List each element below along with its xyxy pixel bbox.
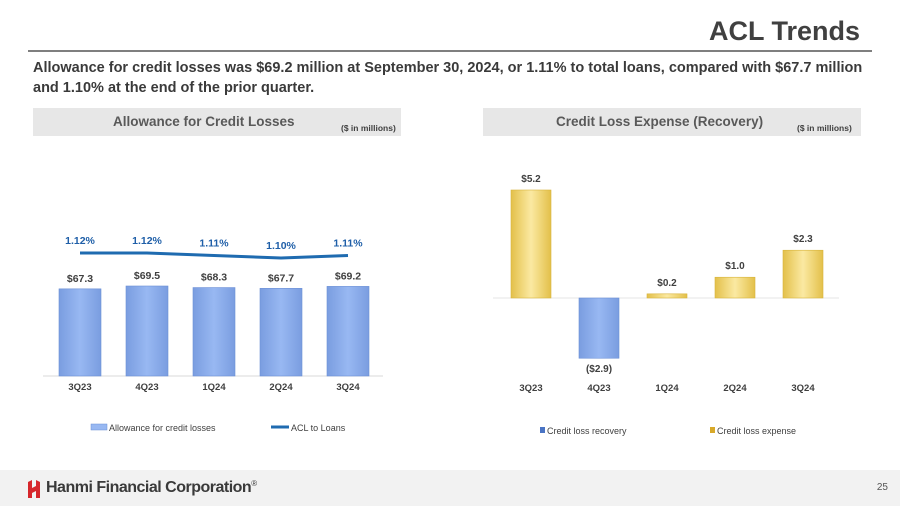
acl-bar-value-label: $67.3 bbox=[67, 273, 93, 285]
acl-bar bbox=[192, 287, 236, 377]
legend-label: Credit loss recovery bbox=[547, 426, 627, 436]
left-panel-header: Allowance for Credit Losses ($ in millio… bbox=[33, 108, 401, 136]
credit-loss-recovery-bar bbox=[578, 297, 620, 359]
credit-loss-expense-chart: $5.2 3Q23 ($2.9) 4Q23 $0.2 1Q24 $1.0 2Q24 $2.3 3Q… bbox=[493, 174, 839, 436]
left-panel-units: ($ in millions) bbox=[341, 123, 396, 133]
footer: Hanmi Financial Corporation® 25 bbox=[0, 470, 900, 506]
acl-bar bbox=[125, 285, 169, 377]
legend-swatch-expense bbox=[710, 427, 715, 433]
credit-loss-expense-bar bbox=[510, 189, 552, 299]
acl-bar-value-label: $69.5 bbox=[134, 270, 160, 282]
acl-bar bbox=[259, 288, 303, 377]
bar-value-label: $0.2 bbox=[657, 278, 677, 289]
trademark-mark: ® bbox=[251, 479, 257, 488]
x-tick-label: 3Q24 bbox=[791, 383, 815, 394]
left-panel-title: Allowance for Credit Losses bbox=[113, 114, 295, 129]
company-name: Hanmi Financial Corporation bbox=[46, 479, 252, 496]
company-logo-text: Hanmi Financial Corporation® bbox=[46, 479, 257, 497]
x-tick-label: 3Q24 bbox=[336, 382, 360, 393]
bar-value-label: $1.0 bbox=[725, 261, 745, 272]
title-divider bbox=[28, 50, 872, 52]
credit-loss-expense-bar bbox=[714, 276, 756, 299]
credit-loss-expense-bar bbox=[646, 293, 688, 299]
legend-swatch-bar bbox=[90, 423, 108, 431]
legend-label: ACL to Loans bbox=[291, 423, 346, 433]
legend-swatch-recovery bbox=[540, 427, 545, 433]
right-panel-header: Credit Loss Expense (Recovery) ($ in mil… bbox=[483, 108, 861, 136]
acl-bar-value-label: $69.2 bbox=[335, 270, 361, 282]
x-tick-label: 4Q23 bbox=[587, 383, 610, 394]
right-panel-title: Credit Loss Expense (Recovery) bbox=[556, 114, 764, 129]
acl-to-loans-label: 1.10% bbox=[266, 240, 296, 252]
x-tick-label: 4Q23 bbox=[135, 382, 158, 393]
x-tick-label: 1Q24 bbox=[655, 383, 679, 394]
x-tick-label: 1Q24 bbox=[202, 382, 226, 393]
x-tick-label: 2Q24 bbox=[723, 383, 747, 394]
hanmi-logo-icon bbox=[28, 480, 40, 498]
legend-label: Allowance for credit losses bbox=[109, 423, 216, 433]
x-tick-label: 3Q23 bbox=[519, 383, 542, 394]
legend-label: Credit loss expense bbox=[717, 426, 796, 436]
page-subtitle: Allowance for credit losses was $69.2 mi… bbox=[33, 60, 863, 96]
acl-bar bbox=[58, 288, 102, 377]
x-tick-label: 3Q23 bbox=[68, 382, 91, 393]
bar-value-label: $2.3 bbox=[793, 234, 813, 245]
acl-to-loans-label: 1.11% bbox=[333, 238, 363, 250]
right-panel-units: ($ in millions) bbox=[797, 123, 852, 133]
bar-value-label: $5.2 bbox=[521, 174, 541, 185]
acl-chart: $67.3 3Q23 $69.5 4Q23 $68.3 1Q24 $67.7 2Q24 $69.… bbox=[43, 235, 383, 433]
page-title: ACL Trends bbox=[708, 16, 860, 46]
acl-bar-value-label: $68.3 bbox=[201, 272, 227, 284]
bar-value-label: ($2.9) bbox=[586, 364, 612, 375]
credit-loss-expense-bar bbox=[782, 249, 824, 299]
acl-to-loans-label: 1.12% bbox=[132, 235, 162, 247]
page-number: 25 bbox=[876, 482, 888, 493]
acl-bar bbox=[326, 286, 370, 377]
acl-to-loans-label: 1.11% bbox=[199, 238, 229, 250]
acl-to-loans-label: 1.12% bbox=[65, 235, 95, 247]
x-tick-label: 2Q24 bbox=[269, 382, 293, 393]
acl-to-loans-line bbox=[80, 251, 349, 260]
acl-bar-value-label: $67.7 bbox=[268, 272, 294, 284]
